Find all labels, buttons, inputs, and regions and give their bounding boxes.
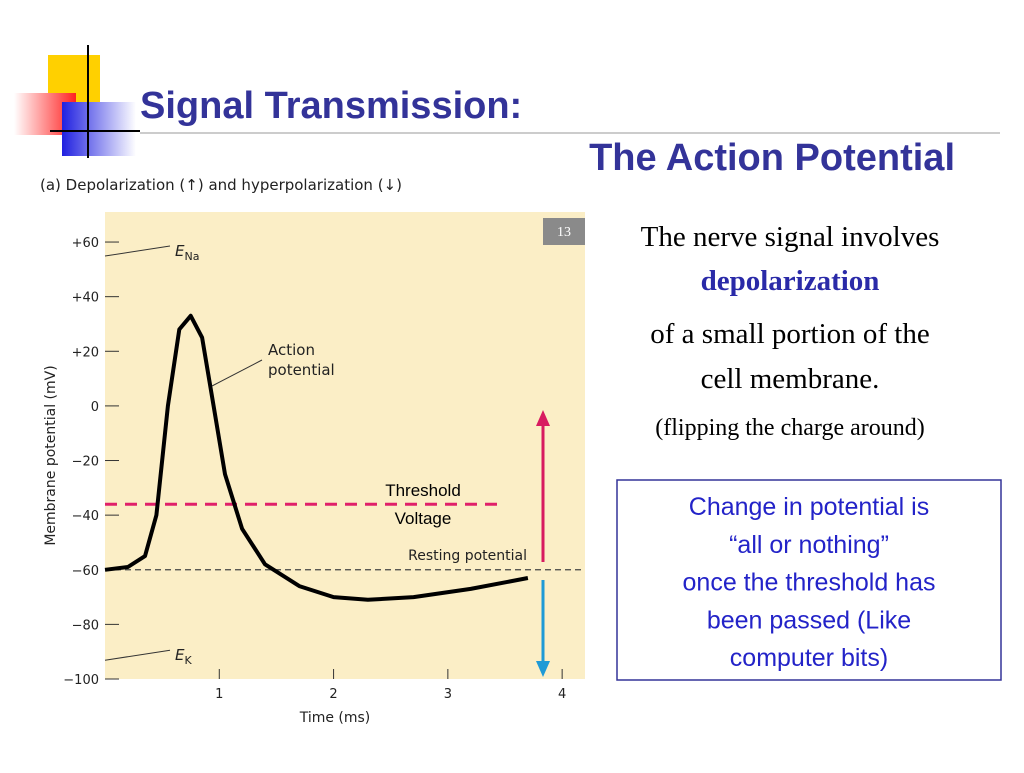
plot-area xyxy=(105,212,585,679)
y-tick-label: −100 xyxy=(63,673,99,688)
box-line: computer bits) xyxy=(730,644,888,672)
threshold-label: Threshold xyxy=(385,481,461,500)
resting-label: Resting potential xyxy=(408,548,527,564)
level-leader xyxy=(104,649,171,661)
body-text: (flipping the charge around) xyxy=(655,415,924,441)
action-potential-line xyxy=(104,313,529,602)
box-line: “all or nothing” xyxy=(729,531,889,559)
body-text: The nerve signal involves xyxy=(641,221,940,253)
y-tick-label: +40 xyxy=(72,291,99,306)
badge-text: 13 xyxy=(557,225,571,240)
series-label: Action xyxy=(268,341,315,359)
box-line: once the threshold has xyxy=(683,569,936,597)
box-line: Change in potential is xyxy=(689,493,929,521)
box-line: been passed (Like xyxy=(707,606,911,634)
threshold-label: Voltage xyxy=(395,509,452,528)
y-tick-label: −20 xyxy=(72,455,99,470)
level-leader xyxy=(104,245,171,257)
y-axis-label: Membrane potential (mV) xyxy=(43,365,59,545)
badge xyxy=(543,218,585,245)
y-tick-label: 0 xyxy=(91,400,99,415)
y-tick-label: −80 xyxy=(72,618,99,633)
x-tick-label: 4 xyxy=(558,687,566,702)
deco-blue xyxy=(62,102,136,156)
x-tick-label: 1 xyxy=(215,687,223,702)
series-leader xyxy=(211,359,263,387)
level-label: ENa xyxy=(175,242,199,263)
text-box xyxy=(616,479,1002,681)
arrow-head xyxy=(536,410,550,426)
title: The Action Potential xyxy=(589,137,955,179)
chart: +60 +40 +20 0 −20 −40 −60 −80 −100 1 2 3 4 Time (ms) M… xyxy=(43,212,585,726)
x-tick-label: 2 xyxy=(329,687,337,702)
arrow-head xyxy=(536,661,550,677)
body-text: of a small portion of the xyxy=(650,318,929,350)
body-text: cell membrane. xyxy=(701,363,880,395)
y-tick-label: −40 xyxy=(72,509,99,524)
series-label: potential xyxy=(268,361,335,379)
title: Signal Transmission: xyxy=(140,85,522,127)
box-text: Change in potential is “all or nothing” on… xyxy=(683,493,936,672)
x-tick-label: 3 xyxy=(444,687,452,702)
level-label: EK xyxy=(175,646,192,667)
y-tick-label: +20 xyxy=(72,345,99,360)
x-axis-label: Time (ms) xyxy=(299,710,371,726)
y-tick-label: +60 xyxy=(72,236,99,251)
y-tick-label: −60 xyxy=(72,564,99,579)
body-text: depolarization xyxy=(701,265,880,297)
caption: (a) Depolarization (↑) and hyperpolariza… xyxy=(40,176,402,194)
